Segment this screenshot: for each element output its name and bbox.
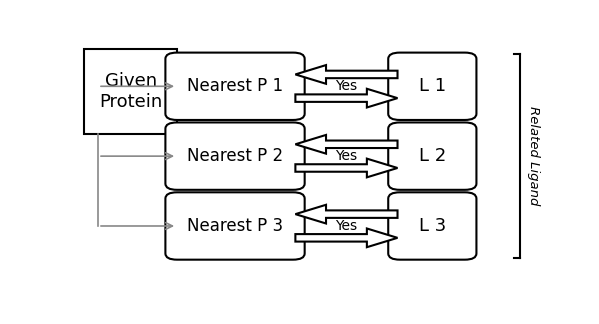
Text: Nearest P 1: Nearest P 1 (187, 77, 283, 95)
Text: L 2: L 2 (419, 147, 446, 165)
Polygon shape (295, 205, 398, 224)
Text: Yes: Yes (335, 219, 358, 233)
FancyBboxPatch shape (388, 192, 476, 260)
Polygon shape (295, 89, 398, 108)
Text: Nearest P 2: Nearest P 2 (187, 147, 283, 165)
Polygon shape (295, 228, 398, 247)
FancyBboxPatch shape (388, 122, 476, 190)
FancyBboxPatch shape (165, 122, 305, 190)
Polygon shape (295, 135, 398, 154)
Polygon shape (295, 65, 398, 84)
Text: Yes: Yes (335, 149, 358, 163)
FancyBboxPatch shape (388, 52, 476, 120)
Text: Given
Protein: Given Protein (99, 72, 162, 111)
Text: L 3: L 3 (419, 217, 446, 235)
FancyBboxPatch shape (84, 49, 177, 134)
Text: Nearest P 3: Nearest P 3 (187, 217, 283, 235)
Text: Yes: Yes (335, 79, 358, 93)
Text: L 1: L 1 (419, 77, 446, 95)
FancyBboxPatch shape (165, 52, 305, 120)
FancyBboxPatch shape (165, 192, 305, 260)
Text: Related Ligand: Related Ligand (527, 107, 540, 206)
Polygon shape (295, 159, 398, 177)
